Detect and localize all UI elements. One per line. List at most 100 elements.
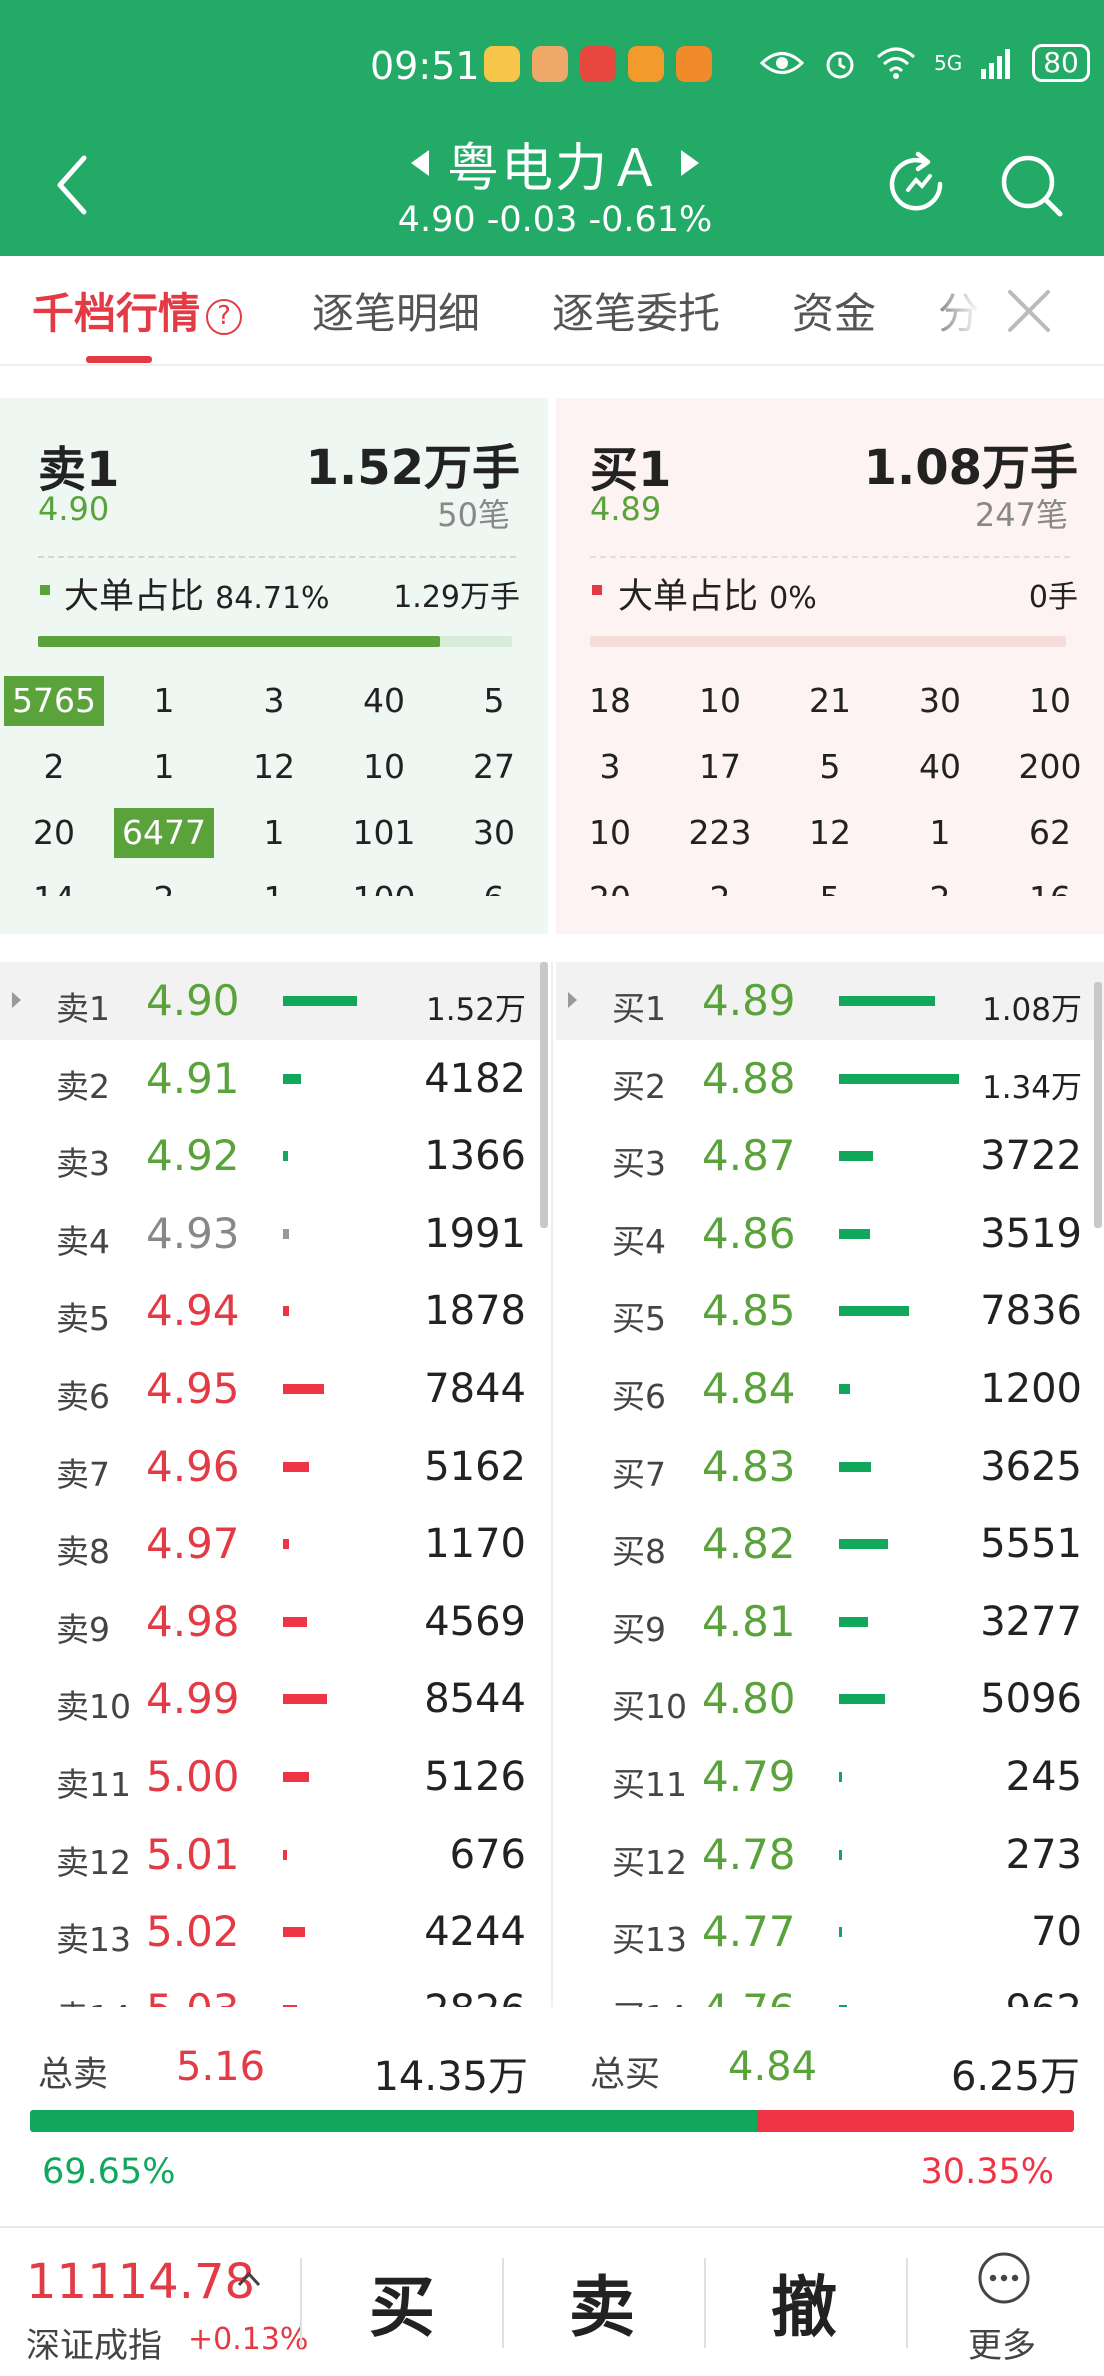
tab-depth[interactable]: 千档行情? xyxy=(32,280,243,341)
buy-scrollbar[interactable] xyxy=(1094,982,1102,1228)
sell-level-label: 卖10 xyxy=(56,1687,131,1727)
buy-book-row[interactable]: 买8 4.82 5551 xyxy=(556,1505,1104,1583)
total-sell-price: 5.16 xyxy=(176,2044,266,2090)
buy-level-volume: 962 xyxy=(1006,1987,1082,2007)
buy-level-price: 4.84 xyxy=(702,1364,796,1413)
sell-button[interactable]: 卖 xyxy=(569,2269,635,2346)
sell-level-label: 卖8 xyxy=(56,1532,110,1572)
sell-level-label: 卖11 xyxy=(56,1765,131,1804)
separator xyxy=(704,2258,706,2348)
sell-scrollbar[interactable] xyxy=(540,962,548,1228)
sell-queue-cell: 14 xyxy=(4,874,104,896)
sell-level-label: 卖6 xyxy=(56,1377,110,1416)
sell-volume-bar xyxy=(283,2004,297,2007)
tab-order-detail[interactable]: 逐笔委托 xyxy=(552,289,721,338)
stock-quote: 4.90 -0.03 -0.61% xyxy=(397,200,713,240)
buy-queue-cell: 16 xyxy=(1000,874,1100,896)
prev-stock-icon[interactable] xyxy=(410,150,429,176)
stock-name: 粤电力Ａ xyxy=(446,138,663,199)
buy-level-volume: 3722 xyxy=(980,1133,1082,1180)
active-tab-indicator xyxy=(86,356,152,363)
sell-book-row[interactable]: 卖14 5.03 2826 xyxy=(0,1971,548,2007)
network-label: 5G xyxy=(934,51,963,75)
sell-level-label: 卖12 xyxy=(56,1842,131,1882)
separator xyxy=(502,2258,504,2348)
buy-book-row[interactable]: 买1 4.89 1.08万 xyxy=(556,962,1104,1040)
buy-book-row[interactable]: 买4 4.86 3519 xyxy=(556,1195,1104,1273)
separator xyxy=(906,2258,908,2348)
buy-queue-cell: 223 xyxy=(688,813,752,852)
buy-book-row[interactable]: 买7 4.83 3625 xyxy=(556,1428,1104,1506)
total-sell-volume: 14.35万 xyxy=(373,2054,528,2100)
buy-level-price: 4.89 xyxy=(702,976,796,1025)
sell-level-price: 4.98 xyxy=(146,1596,240,1646)
index-name: 深证成指 xyxy=(26,2326,162,2366)
sell-queue-cell: 5765 xyxy=(4,676,104,726)
cancel-order-button[interactable]: 撤 xyxy=(771,2269,837,2346)
help-icon[interactable]: ? xyxy=(206,299,243,335)
buy-book-row[interactable]: 买2 4.88 1.34万 xyxy=(556,1040,1104,1118)
buy-book-row[interactable]: 买3 4.87 3722 xyxy=(556,1117,1104,1195)
buy-queue-cell: 12 xyxy=(809,813,851,852)
sell-level-volume: 5126 xyxy=(424,1754,526,1800)
sell-book-row[interactable]: 卖5 4.94 1878 xyxy=(0,1272,548,1350)
sell-book-row[interactable]: 卖8 4.97 1170 xyxy=(0,1505,548,1583)
sell-book-row[interactable]: 卖12 5.01 676 xyxy=(0,1816,548,1894)
buy-book-row[interactable]: 买6 4.84 1200 xyxy=(556,1350,1104,1428)
buy-volume-bar xyxy=(839,996,935,1006)
buy-book-row[interactable]: 买13 4.77 70 xyxy=(556,1893,1104,1971)
sell-volume-bar xyxy=(283,1073,301,1084)
back-button[interactable] xyxy=(50,150,94,220)
tab-trade-detail[interactable]: 逐笔明细 xyxy=(312,289,481,338)
buy-volume-bar xyxy=(839,1073,959,1084)
buy-level-label: 买2 xyxy=(612,1066,666,1106)
buy-level-volume: 1.08万手 xyxy=(863,440,1078,496)
sell-book-row[interactable]: 卖4 4.93 1991 xyxy=(0,1195,548,1273)
sell-level-volume: 676 xyxy=(449,1831,526,1878)
sell-book-row[interactable]: 卖13 5.02 4244 xyxy=(0,1893,548,1971)
buy-book-row[interactable]: 买9 4.81 3277 xyxy=(556,1583,1104,1661)
sell-book-row[interactable]: 卖2 4.91 4182 xyxy=(0,1040,548,1118)
sell-queue-cell: 6 xyxy=(444,874,544,896)
buy-level-volume: 273 xyxy=(1005,1831,1082,1878)
buy-book-row[interactable]: 买11 4.79 245 xyxy=(556,1738,1104,1816)
sell-volume-bar xyxy=(283,1306,289,1317)
total-sell-label: 总卖 xyxy=(38,2055,109,2095)
sell-book-row[interactable]: 卖6 4.95 7844 xyxy=(0,1350,548,1428)
app-header: 09:51 5G 80 粤电力Ａ 4.90 -0.03 -0.61% xyxy=(0,0,1104,256)
close-icon[interactable] xyxy=(1004,286,1054,336)
more-label: 更多 xyxy=(968,2326,1036,2366)
search-icon[interactable] xyxy=(996,150,1066,220)
buy-volume-bar xyxy=(839,2004,847,2007)
buy-ratio-fill xyxy=(757,2110,1074,2132)
sell-book-row[interactable]: 卖10 4.99 8544 xyxy=(0,1660,548,1738)
sell-level-price: 4.90 xyxy=(38,490,110,528)
buy-queue-cell: 10 xyxy=(1029,681,1071,720)
row-expand-icon xyxy=(568,992,577,1008)
next-stock-icon[interactable] xyxy=(681,150,699,176)
buy-level-count: 247笔 xyxy=(974,496,1068,534)
buy-book-row[interactable]: 买10 4.80 5096 xyxy=(556,1660,1104,1738)
buy-button[interactable]: 买 xyxy=(369,2269,435,2346)
sell-book-row[interactable]: 卖11 5.00 5126 xyxy=(0,1738,548,1816)
sell-book-row[interactable]: 卖9 4.98 4569 xyxy=(0,1583,548,1661)
buy-book-row[interactable]: 买12 4.78 273 xyxy=(556,1816,1104,1894)
sell-book-row[interactable]: 卖3 4.92 1366 xyxy=(0,1117,548,1195)
book-divider xyxy=(551,962,553,2007)
buy-volume-bar xyxy=(839,1539,888,1550)
sell-book-row[interactable]: 卖7 4.96 5162 xyxy=(0,1428,548,1506)
buy-book-row[interactable]: 买5 4.85 7836 xyxy=(556,1272,1104,1350)
tab-funds[interactable]: 资金 xyxy=(792,289,877,338)
buy-level-price: 4.76 xyxy=(702,1985,796,2007)
total-buy-price: 4.84 xyxy=(728,2044,818,2090)
tab-depth-label: 千档行情 xyxy=(32,289,201,338)
signal-icon xyxy=(981,49,1011,79)
buy-volume-bar xyxy=(839,1616,868,1627)
buy-book-row[interactable]: 买14 4.76 962 xyxy=(556,1971,1104,2007)
sell-summary-panel: 卖1 4.90 1.52万手 50笔 大单占比 84.71% 1.29万手 57… xyxy=(0,398,548,934)
order-book[interactable]: 卖1 4.90 1.52万 卖2 4.91 4182 卖3 4.92 1366 卖4 4.93 199… xyxy=(0,962,1104,2007)
big-order-label: 大单占比 xyxy=(618,577,759,617)
sell-book-row[interactable]: 卖1 4.90 1.52万 xyxy=(0,962,548,1040)
refresh-icon[interactable] xyxy=(882,150,952,220)
sell-level-price: 4.96 xyxy=(146,1441,240,1491)
